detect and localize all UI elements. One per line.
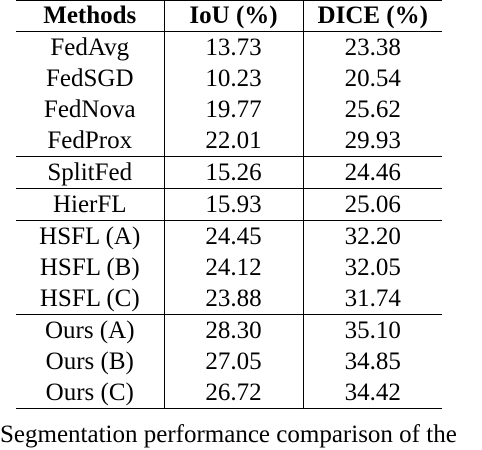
method-cell: Ours (C) [16,377,165,409]
dice-cell: 32.05 [344,253,401,281]
iou-cell: 19.77 [164,94,304,125]
iou-cell: 15.93 [164,188,304,221]
header-dice: DICE (%) [303,0,442,32]
method-cell: HSFL (C) [16,283,165,315]
method-cell: SplitFed [16,156,165,189]
dice-cell: 25.06 [303,188,442,221]
iou-cell: 27.05 [164,346,304,377]
results-table: Methods IoU (%) DICE (%) FedAvg 13.73 23… [16,0,442,409]
iou-cell: 22.01 [164,125,304,157]
header-row: Methods IoU (%) DICE (%) [16,0,442,32]
table-row-ours-a: Ours (A) 28.30 35.10 [16,314,442,346]
dice-cell: 23.38 [344,33,401,61]
table-caption: Segmentation performance comparison of t… [0,421,457,448]
method-cell: Ours (A) [16,314,165,346]
method-cell: HSFL (B) [16,252,165,283]
header-iou: IoU (%) [164,0,304,32]
dice-cell: 34.85 [344,347,401,375]
table-row-ours-b: Ours (B) 27.05 34.85 [16,346,442,377]
method-cell: FedNova [16,94,165,125]
table-row-hierfl: HierFL 15.93 25.06 [16,188,442,221]
table-row-ours-c: Ours (C) 26.72 34.42 [16,377,442,409]
iou-cell: 23.88 [164,283,304,315]
iou-cell: 26.72 [164,377,304,409]
dice-cell: 24.46 [303,156,442,189]
method-cell: FedSGD [16,63,165,94]
dice-cell: 25.62 [344,95,401,123]
table-row-fednova: FedNova 19.77 25.62 [16,94,442,125]
iou-cell: 10.23 [164,63,304,94]
table-row-fedavg: FedAvg 13.73 23.38 [16,31,442,63]
dice-cell: 32.20 [303,220,442,252]
table-row-splitfed: SplitFed 15.26 24.46 [16,156,442,189]
table-row-fedsgd: FedSGD 10.23 20.54 [16,63,442,94]
dice-cell: 31.74 [344,284,401,312]
method-cell: Ours (B) [16,346,165,377]
dice-cell: 20.54 [344,64,401,92]
dice-cell: 35.10 [303,314,442,346]
method-cell: HSFL (A) [16,220,165,252]
dice-cell: 34.42 [303,377,442,409]
table-row-fedprox: FedProx 22.01 29.93 [16,125,442,157]
iou-cell: 28.30 [164,314,304,346]
iou-cell: 13.73 [164,31,304,63]
iou-cell: 15.26 [164,156,304,189]
table-row-hsfl-a: HSFL (A) 24.45 32.20 [16,220,442,252]
method-cell: FedAvg [16,31,165,63]
header-methods: Methods [16,0,165,32]
method-cell: FedProx [16,125,165,157]
iou-cell: 24.12 [164,252,304,283]
dice-cell: 29.93 [344,126,401,154]
method-cell: HierFL [16,188,165,221]
table-row-hsfl-b: HSFL (B) 24.12 32.05 [16,252,442,283]
table-row-hsfl-c: HSFL (C) 23.88 31.74 [16,283,442,315]
iou-cell: 24.45 [164,220,304,252]
